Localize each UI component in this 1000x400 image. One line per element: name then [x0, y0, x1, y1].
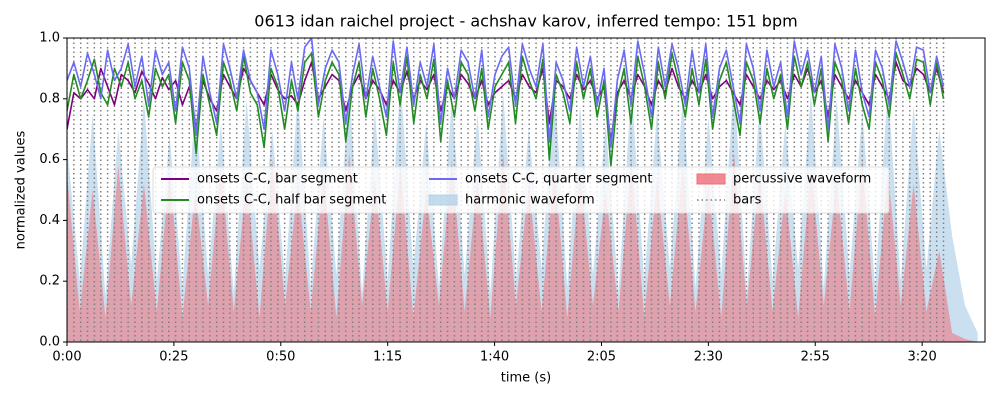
x-tick-label: 2:05 — [587, 350, 616, 365]
y-tick-label: 0.8 — [39, 91, 60, 106]
legend-label: onsets C-C, quarter segment — [465, 172, 652, 187]
y-tick-label: 0.4 — [39, 213, 60, 228]
legend-swatch — [696, 173, 726, 185]
axes-frame — [66, 37, 986, 343]
y-tick-label: 0.6 — [39, 152, 60, 167]
x-tick-label: 0:00 — [52, 350, 81, 365]
legend-label: harmonic waveform — [465, 193, 595, 208]
y-tick-label: 0.0 — [39, 335, 60, 350]
onset-line — [67, 38, 945, 149]
legend-swatch — [428, 194, 458, 206]
x-tick-label: 2:55 — [801, 350, 830, 365]
legend-label: percussive waveform — [733, 172, 871, 187]
y-tick-label: 0.2 — [39, 274, 60, 289]
x-tick-label: 0:50 — [266, 350, 295, 365]
x-axis-label: time (s) — [501, 371, 551, 386]
x-tick-label: 1:40 — [480, 350, 509, 365]
y-axis-label: normalized values — [14, 130, 29, 249]
x-tick-label: 2:30 — [694, 350, 723, 365]
y-tick-label: 1.0 — [39, 31, 60, 46]
legend-label: bars — [733, 193, 762, 208]
legend-label: onsets C-C, half bar segment — [197, 193, 386, 208]
x-tick-label: 1:15 — [373, 350, 402, 365]
waveform-area — [67, 153, 978, 342]
legend-label: onsets C-C, bar segment — [197, 172, 358, 187]
x-tick-label: 3:20 — [908, 350, 937, 365]
chart-title: 0613 idan raichel project - achshav karo… — [254, 12, 797, 31]
x-tick-label: 0:25 — [159, 350, 188, 365]
onset-line — [67, 52, 945, 167]
